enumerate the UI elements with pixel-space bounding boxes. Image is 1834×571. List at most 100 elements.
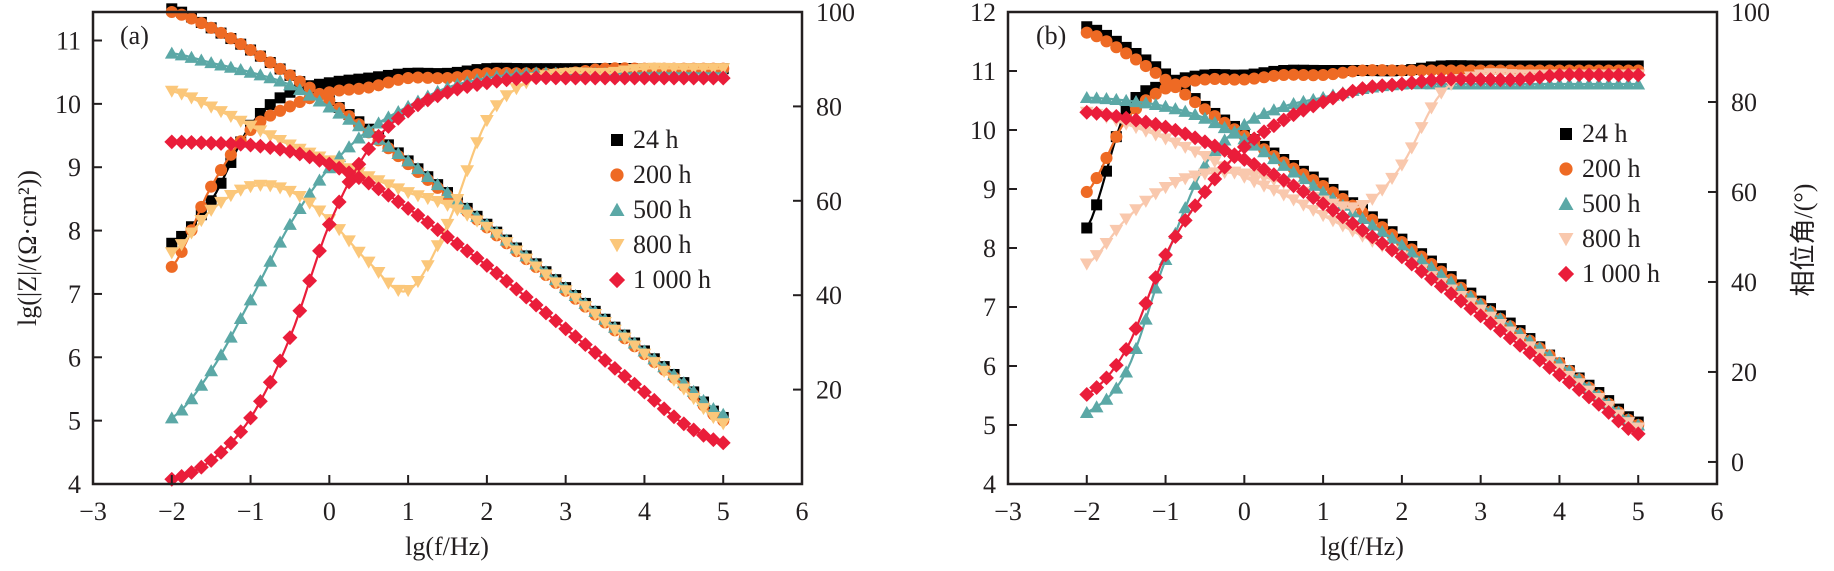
series-1000h-phase-point xyxy=(1552,67,1567,83)
series-1000h-modulus-point xyxy=(1364,229,1380,245)
x-tick-label: 2 xyxy=(480,497,493,526)
series-1000h-phase-point xyxy=(1404,75,1420,91)
series-500h-phase-point xyxy=(1089,400,1104,413)
series-1000h-phase-point xyxy=(637,70,652,86)
series-1000h-modulus-point xyxy=(400,200,416,216)
series-800h-phase-point xyxy=(1385,172,1399,185)
series-500h-modulus-point xyxy=(342,112,356,125)
series-200h-phase-point xyxy=(1248,72,1261,85)
series-800h-modulus-point xyxy=(509,245,524,258)
series-24h-phase-point xyxy=(215,177,227,189)
series-800h-phase-point xyxy=(1129,204,1143,217)
series-500h-modulus-point xyxy=(1237,132,1252,145)
series-500h-phase-point xyxy=(1138,312,1153,325)
series-800h-modulus-point xyxy=(470,215,484,228)
series-200h-modulus-point xyxy=(274,62,287,75)
series-1000h-phase-point xyxy=(371,128,386,144)
series-800h-phase-point xyxy=(1404,142,1419,155)
series-500h-modulus-point xyxy=(1257,145,1271,158)
series-200h-phase-point xyxy=(1287,68,1300,81)
series-1000h-modulus-point xyxy=(715,435,731,451)
series-500h-phase-point xyxy=(1217,133,1232,146)
series-1000h-phase-point xyxy=(1374,78,1390,94)
legend-marker xyxy=(608,271,626,289)
series-500h-modulus-point xyxy=(1099,92,1114,105)
series-200h-modulus-point xyxy=(1149,66,1162,79)
series-1000h-modulus-point xyxy=(1414,263,1430,279)
series-1000h-modulus-point xyxy=(252,138,268,154)
series-800h-phase-point xyxy=(194,215,209,228)
series-800h-phase-point xyxy=(627,64,642,77)
series-1000h-phase-point xyxy=(548,70,564,86)
series-1000h-phase-point xyxy=(400,103,416,119)
series-500h-modulus-point xyxy=(1148,97,1163,110)
series-500h-phase-point xyxy=(1129,341,1143,354)
series-200h-phase-point xyxy=(1405,64,1418,77)
series-800h-modulus-point xyxy=(647,357,662,370)
legend-marker xyxy=(1560,128,1572,140)
series-800h-modulus-point xyxy=(233,115,248,128)
series-200h-modulus-point xyxy=(283,69,296,82)
series-1000h-modulus-point xyxy=(666,409,682,425)
series-500h-modulus-point xyxy=(1296,172,1311,185)
series-1000h-phase-point xyxy=(361,141,377,157)
series-800h-modulus-point xyxy=(460,209,475,222)
series-1000h-phase-point xyxy=(1630,67,1646,83)
series-800h-modulus-point xyxy=(1267,184,1281,197)
series-1000h-modulus-point xyxy=(1079,104,1095,120)
legend-entry-label: 1 000 h xyxy=(1582,259,1660,288)
series-500h-phase-point xyxy=(263,254,278,267)
series-1000h-modulus-point xyxy=(410,207,426,223)
series-800h-modulus-point xyxy=(1207,156,1222,169)
x-tick-label: 3 xyxy=(1474,497,1487,526)
series-1000h-phase-point xyxy=(558,70,574,86)
series-800h-phase-point xyxy=(450,194,465,207)
series-1000h-phase-point xyxy=(1364,79,1380,95)
series-500h-phase-point xyxy=(342,140,356,153)
series-1000h-modulus-point xyxy=(282,143,298,159)
series-800h-modulus-point xyxy=(588,309,603,322)
series-1000h-phase-point xyxy=(509,71,524,87)
series-1000h-phase-point xyxy=(577,70,593,86)
series-500h-modulus-point xyxy=(1138,96,1153,109)
series-1000h-modulus-point xyxy=(1561,374,1577,390)
series-800h-modulus-point xyxy=(430,195,445,209)
series-24h-phase-point xyxy=(1140,85,1152,97)
series-1000h-modulus-point xyxy=(203,135,219,151)
series-800h-phase-point xyxy=(371,266,386,280)
series-800h-phase-point xyxy=(1434,87,1449,100)
series-1000h-phase-point xyxy=(597,70,613,86)
series-800h-modulus-point xyxy=(1188,146,1202,159)
series-800h-phase-point xyxy=(1079,258,1094,271)
series-500h-phase-point xyxy=(164,411,179,424)
series-800h-modulus-point xyxy=(371,175,386,188)
series-500h-phase-point xyxy=(1562,77,1577,90)
series-500h-modulus-point xyxy=(174,48,189,61)
series-200h-phase-point xyxy=(1149,87,1162,100)
series-1000h-modulus-point xyxy=(1571,382,1587,398)
series-200h-phase-point xyxy=(421,71,434,84)
series-800h-modulus-point xyxy=(1168,137,1183,150)
series-800h-phase-point xyxy=(204,204,219,217)
series-800h-modulus-point xyxy=(499,237,514,250)
series-1000h-modulus-point xyxy=(1443,286,1459,302)
series-1000h-modulus-point xyxy=(1611,413,1626,429)
series-800h-phase-point xyxy=(470,137,484,150)
series-1000h-phase-point xyxy=(1571,67,1587,83)
series-500h-phase-point xyxy=(1119,365,1134,378)
series-1000h-modulus-point xyxy=(371,181,386,197)
series-1000h-modulus-point xyxy=(312,152,327,168)
series-1000h-modulus-point xyxy=(262,140,278,155)
series-500h-modulus-point xyxy=(1168,102,1183,115)
series-800h-phase-point xyxy=(1178,173,1193,186)
series-1000h-phase-point xyxy=(1532,69,1548,85)
series-200h-phase-point xyxy=(1445,64,1458,77)
series-500h-modulus-point xyxy=(420,169,435,183)
series-800h-phase-point xyxy=(1424,102,1439,115)
series-500h-phase-point xyxy=(1572,77,1587,90)
series-500h-phase-point xyxy=(1267,103,1281,116)
series-1000h-modulus-point xyxy=(184,134,199,150)
series-200h-phase-point xyxy=(195,200,208,213)
series-500h-phase-point xyxy=(1188,177,1202,190)
series-200h-phase-point xyxy=(1336,66,1349,79)
